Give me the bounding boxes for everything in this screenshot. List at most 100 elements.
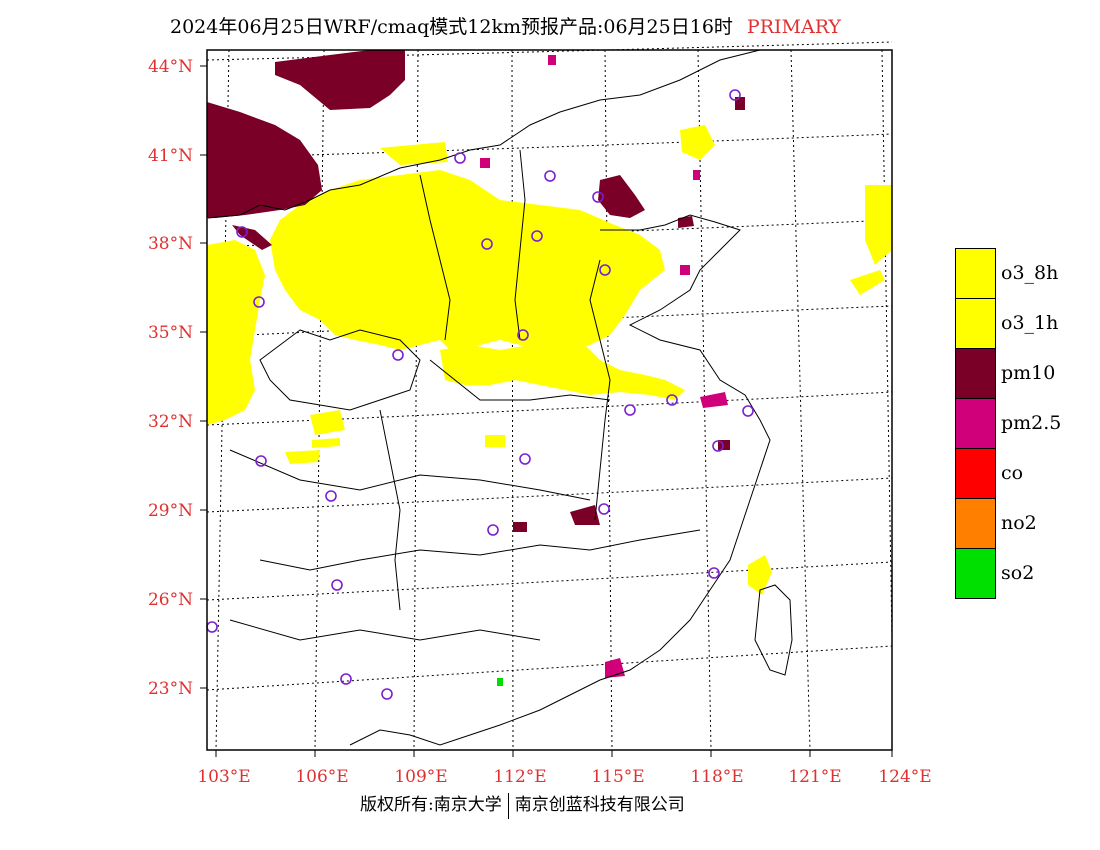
station-marker bbox=[331, 579, 343, 591]
o3-area-fujian bbox=[748, 555, 772, 595]
lon-label: 106°E bbox=[295, 767, 348, 787]
o3-area-chongqing bbox=[285, 450, 320, 464]
o3-area-2 bbox=[312, 438, 340, 448]
pm25-area-1 bbox=[548, 55, 556, 65]
station-marker bbox=[598, 503, 610, 515]
pm10-areas bbox=[207, 50, 745, 532]
tick-marks bbox=[200, 65, 893, 757]
pm10-area-2 bbox=[232, 225, 272, 250]
legend-label: no2 bbox=[1001, 512, 1037, 534]
station-marker bbox=[325, 490, 337, 502]
pm25-area-3 bbox=[480, 158, 490, 168]
o3-area-sichuan bbox=[310, 410, 345, 435]
so2-area-1 bbox=[497, 678, 503, 686]
province-line-6 bbox=[514, 149, 526, 341]
province-line-4 bbox=[229, 619, 541, 641]
map-frame bbox=[206, 49, 893, 751]
lat-label: 32°N bbox=[148, 412, 193, 432]
title-tag: PRIMARY bbox=[746, 16, 841, 38]
station-marker bbox=[454, 152, 466, 164]
province-line-3 bbox=[259, 529, 701, 571]
lat-label: 23°N bbox=[148, 679, 193, 699]
pm10-area-beijing bbox=[598, 175, 645, 218]
lon-label: 103°E bbox=[197, 767, 250, 787]
station-marker bbox=[708, 567, 720, 579]
station-marker bbox=[544, 170, 556, 182]
station-marker bbox=[392, 349, 404, 361]
longitude-labels: 103°E 106°E 109°E 112°E 115°E 118°E 121°… bbox=[197, 767, 931, 787]
station-marker bbox=[381, 688, 393, 700]
so2-areas bbox=[497, 678, 503, 686]
lon-label: 121°E bbox=[788, 767, 841, 787]
o3-area-west bbox=[207, 240, 265, 425]
station-marker bbox=[481, 238, 493, 250]
legend-label: o3_8h bbox=[1001, 262, 1059, 284]
station-marker bbox=[255, 455, 267, 467]
latitude-labels: 44°N 41°N 38°N 35°N 32°N 29°N 26°N 23°N bbox=[148, 57, 193, 699]
station-marker bbox=[340, 673, 352, 685]
graticule bbox=[206, 41, 893, 751]
province-line-7 bbox=[589, 259, 611, 521]
o3-area-korea bbox=[865, 185, 892, 265]
pm10-area-north bbox=[275, 50, 405, 110]
lon-label: 115°E bbox=[591, 767, 644, 787]
pm25-area-2 bbox=[680, 265, 690, 275]
legend-label: pm2.5 bbox=[1001, 412, 1062, 434]
legend-swatch bbox=[955, 548, 996, 599]
province-line-8 bbox=[379, 409, 401, 611]
lat-label: 26°N bbox=[148, 590, 193, 610]
station-marker bbox=[519, 453, 531, 465]
station-marker bbox=[253, 296, 265, 308]
province-shaanxi bbox=[259, 329, 421, 411]
pm10-area-jiangxi bbox=[570, 505, 600, 525]
pm10-area-tianjin bbox=[678, 216, 694, 228]
legend-swatch bbox=[955, 248, 996, 299]
taiwan-outline bbox=[754, 584, 793, 676]
station-marker bbox=[712, 440, 724, 452]
footer-right-text: 南京创蓝科技有限公司 bbox=[514, 795, 685, 815]
footer-divider bbox=[507, 792, 509, 819]
legend-label: co bbox=[1001, 462, 1024, 484]
legend-swatch bbox=[955, 498, 996, 549]
lon-label: 118°E bbox=[690, 767, 743, 787]
o3-area-korea-south bbox=[850, 270, 885, 295]
pm25-area-4 bbox=[693, 170, 700, 180]
o3-areas bbox=[207, 125, 892, 595]
station-marker bbox=[599, 264, 611, 276]
legend-label: pm10 bbox=[1001, 362, 1056, 384]
station-marker bbox=[592, 191, 604, 203]
province-line-5 bbox=[419, 174, 451, 341]
lat-label: 38°N bbox=[148, 234, 193, 254]
pm10-area-mongolia bbox=[207, 102, 322, 218]
station-marker bbox=[666, 394, 678, 406]
legend-swatch bbox=[955, 348, 996, 399]
title-text: 2024年06月25日WRF/cmaq模式12km预报产品:06月25日16时 bbox=[170, 16, 733, 38]
legend-label: o3_1h bbox=[1001, 312, 1059, 334]
coastline bbox=[349, 214, 771, 746]
legend-swatch bbox=[955, 448, 996, 499]
station-marker bbox=[742, 405, 754, 417]
station-marker bbox=[729, 89, 741, 101]
o3-area-huai bbox=[440, 340, 685, 400]
province-line-1 bbox=[429, 359, 611, 401]
pm10-area-jilin bbox=[735, 97, 745, 110]
lat-label: 41°N bbox=[148, 146, 193, 166]
o3-area-top bbox=[380, 142, 448, 165]
station-marker bbox=[624, 404, 636, 416]
lon-label: 112°E bbox=[493, 767, 546, 787]
lon-label: 124°E bbox=[878, 767, 931, 787]
lat-label: 29°N bbox=[148, 501, 193, 521]
legend-label: so2 bbox=[1001, 562, 1035, 584]
pm10-area-hunan bbox=[513, 522, 527, 532]
footer-left-text: 版权所有:南京大学 bbox=[360, 795, 502, 815]
copyright-footer: 版权所有:南京大学 南京创蓝科技有限公司 bbox=[360, 790, 685, 819]
station-marker bbox=[236, 226, 248, 238]
map-title: 2024年06月25日WRF/cmaq模式12km预报产品:06月25日16时 P… bbox=[170, 12, 841, 39]
border-north bbox=[207, 49, 761, 219]
station-marker bbox=[531, 230, 543, 242]
lat-label: 44°N bbox=[148, 57, 193, 77]
o3-area-north-china bbox=[270, 170, 665, 355]
o3-area-hubei bbox=[485, 435, 505, 447]
lon-label: 109°E bbox=[394, 767, 447, 787]
pm25-area-jiangsu bbox=[700, 392, 728, 408]
